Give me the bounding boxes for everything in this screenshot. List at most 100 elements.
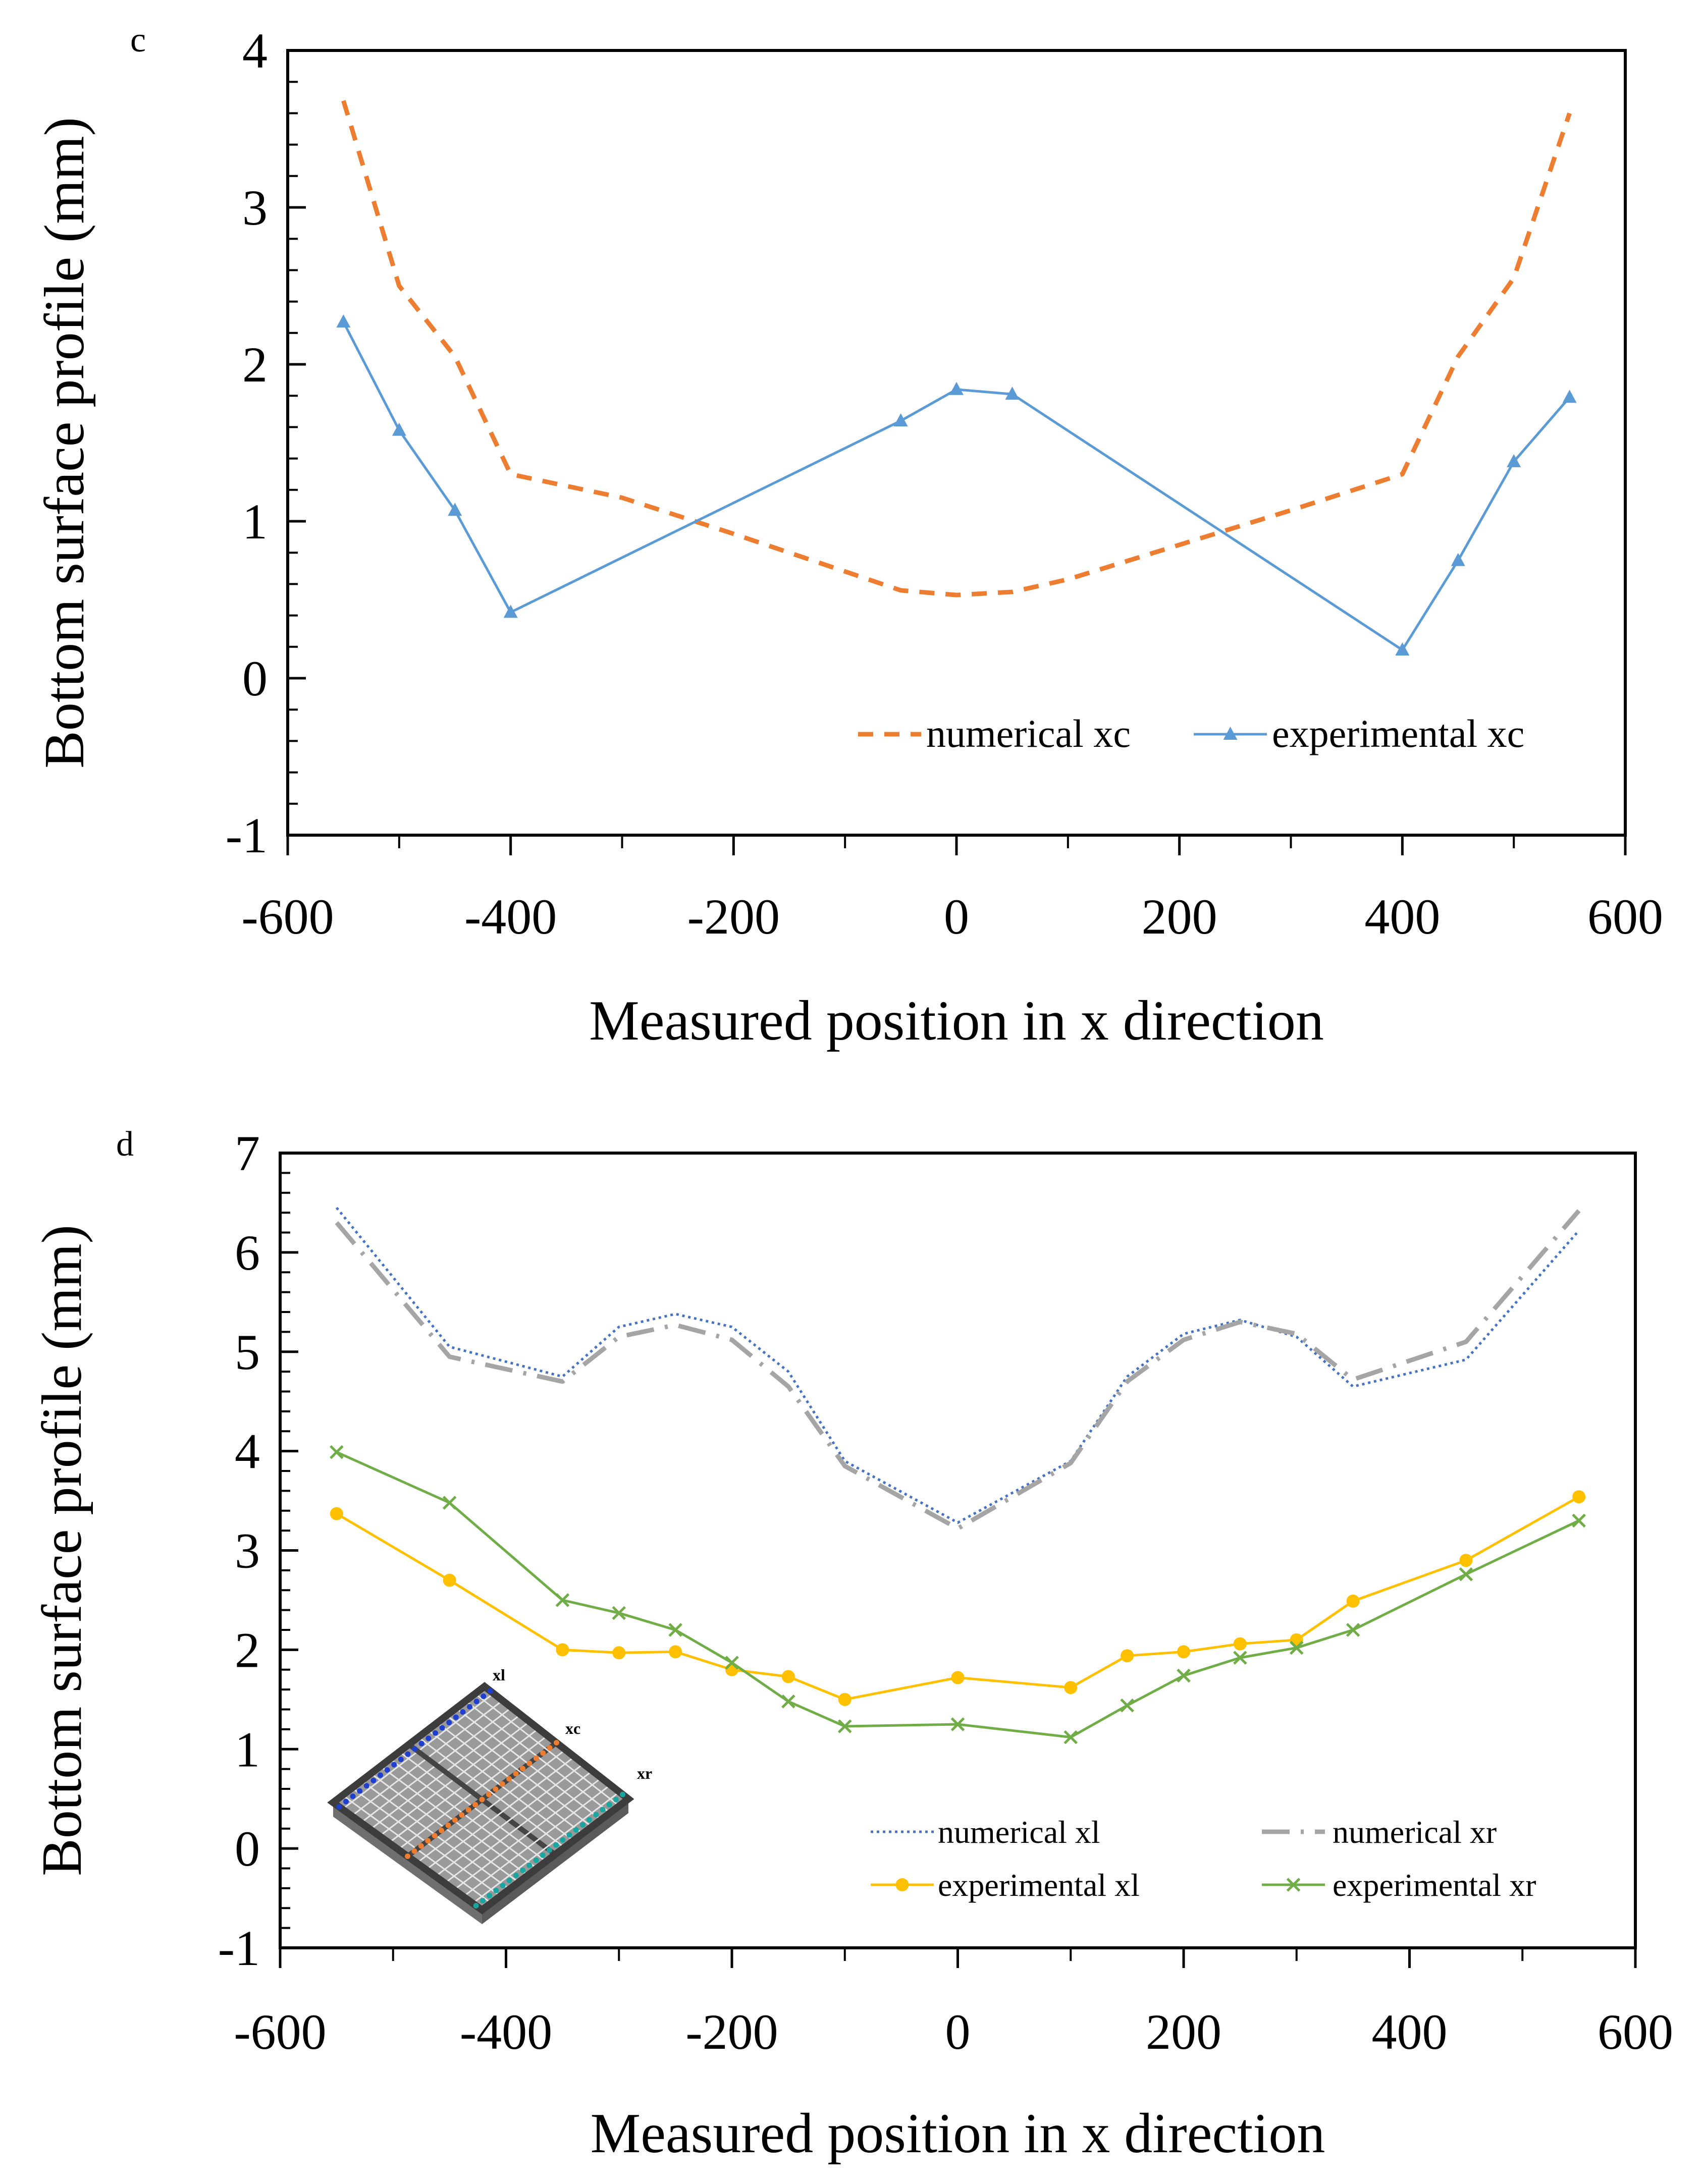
measurement-point — [480, 1897, 486, 1903]
measurement-point — [526, 1760, 533, 1766]
measurement-point — [405, 1853, 410, 1859]
pallet-grid-line — [426, 1756, 575, 1871]
data-point — [448, 503, 462, 516]
measurement-point — [479, 1796, 485, 1803]
pallet-grid-line — [474, 1693, 620, 1807]
measurement-point — [472, 1801, 478, 1808]
x-tick-label: 400 — [1372, 2004, 1448, 2060]
data-point — [1064, 1681, 1078, 1695]
y-tick-label: 5 — [235, 1324, 260, 1380]
measurement-point — [519, 1766, 525, 1772]
pallet-rim — [327, 1682, 634, 1915]
x-tick-label: -600 — [241, 889, 334, 945]
measurement-point — [370, 1777, 377, 1783]
data-point — [555, 1593, 570, 1607]
data-point — [949, 381, 964, 395]
measurement-point — [546, 1847, 552, 1853]
measurement-point — [493, 1786, 499, 1792]
measurement-point — [540, 1852, 546, 1858]
x-tick-label: -200 — [687, 889, 780, 945]
measurement-point — [513, 1872, 519, 1878]
data-point — [951, 1671, 965, 1684]
measurement-point — [350, 1793, 356, 1799]
data-point — [781, 1670, 795, 1683]
chart-panel-c: -1 0 1 2 3 4 -600 -400 -200 0 200 400 600 Measured po… — [33, 21, 1663, 1052]
data-point — [1120, 1698, 1134, 1713]
measurement-point — [412, 1746, 418, 1752]
measurement-point — [533, 1857, 539, 1863]
pallet-grid-line — [453, 1777, 602, 1891]
legend-marker — [1286, 1878, 1301, 1892]
measurement-point — [439, 1827, 445, 1833]
data-point — [1177, 1645, 1190, 1659]
measurement-point — [465, 1807, 471, 1813]
measurement-point — [547, 1745, 553, 1751]
measurement-point — [459, 1812, 465, 1818]
pallet-grid-line — [416, 1749, 566, 1864]
measurement-point — [378, 1772, 384, 1778]
measurement-point — [405, 1751, 411, 1757]
x-tick-label: 600 — [1598, 2004, 1673, 2060]
measurement-point — [439, 1725, 445, 1731]
measurement-point — [418, 1740, 424, 1746]
measurement-point — [460, 1709, 466, 1715]
y-tick-label: 3 — [242, 180, 268, 236]
measurement-point — [566, 1832, 572, 1838]
measurement-point — [540, 1750, 546, 1756]
data-point — [668, 1623, 682, 1637]
legend-label: numerical xr — [1333, 1814, 1497, 1850]
data-point — [669, 1645, 682, 1659]
measurement-point — [432, 1833, 438, 1839]
measurement-point — [473, 1902, 479, 1908]
data-point — [1451, 553, 1465, 566]
measurement-point — [391, 1762, 397, 1768]
y-tick-label: 2 — [235, 1622, 260, 1678]
measurement-point — [453, 1714, 459, 1720]
legend-marker — [895, 1878, 909, 1891]
data-point — [336, 314, 351, 328]
legend-marker — [1223, 727, 1238, 740]
measurement-point — [506, 1776, 512, 1782]
x-tick-label: 600 — [1587, 889, 1663, 945]
panel-letter: d — [116, 1125, 134, 1164]
series-line-experimental-xr — [336, 1451, 1580, 1739]
data-point — [1572, 1513, 1586, 1528]
y-tick-label: 7 — [235, 1125, 260, 1181]
data-point — [1395, 642, 1410, 656]
data-point — [1121, 1649, 1134, 1663]
y-tick-label: 2 — [242, 337, 268, 393]
series-line-numerical-xl — [335, 1207, 1580, 1524]
y-tick-label: 4 — [242, 23, 268, 79]
measurement-point — [384, 1767, 390, 1773]
legend-label: numerical xl — [938, 1814, 1100, 1850]
y-tick-label: 0 — [242, 650, 268, 706]
series-line-numerical-xc — [341, 100, 1572, 597]
measurement-point — [445, 1822, 451, 1828]
measurement-point — [418, 1843, 424, 1849]
data-point — [781, 1694, 795, 1709]
series-line-experimental-xl — [336, 1496, 1580, 1701]
series-line-experimental-xc — [342, 321, 1571, 651]
measurement-point — [487, 1688, 493, 1694]
measurement-point — [560, 1837, 566, 1843]
measurement-point — [398, 1757, 404, 1763]
measurement-point — [526, 1862, 533, 1868]
data-point — [1233, 1651, 1247, 1665]
measurement-point — [411, 1848, 417, 1854]
data-point — [1005, 387, 1020, 400]
data-point — [1572, 1490, 1586, 1504]
data-point — [503, 605, 518, 618]
data-point — [893, 413, 908, 426]
measurement-point — [553, 1842, 559, 1848]
pallet-inset-image: xl xc xr — [327, 1666, 652, 1924]
measurement-point — [554, 1740, 559, 1745]
y-tick-label: 1 — [235, 1721, 260, 1777]
pallet-grid-line — [472, 1791, 620, 1904]
measurement-point — [487, 1892, 493, 1898]
legend-label: numerical xc — [926, 712, 1131, 755]
measurement-point — [343, 1798, 349, 1805]
x-tick-label: 200 — [1142, 889, 1217, 945]
series-line-numerical-xr — [335, 1209, 1581, 1531]
data-point — [1346, 1594, 1360, 1608]
